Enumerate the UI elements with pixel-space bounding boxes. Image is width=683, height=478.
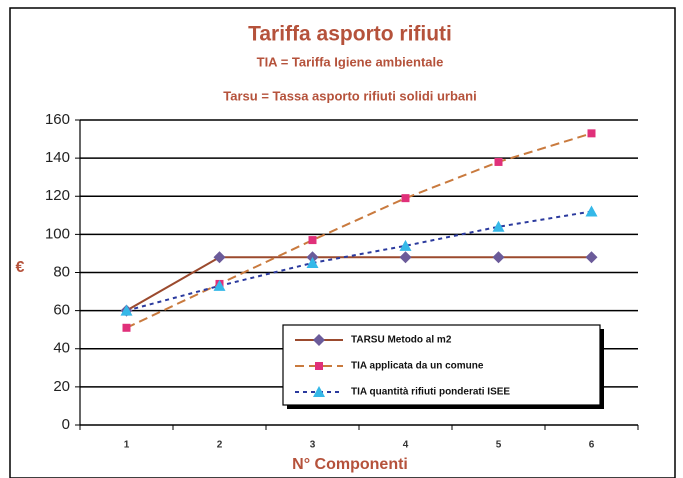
marker [399, 239, 412, 251]
y-tick-label: 140 [45, 149, 70, 166]
marker [399, 251, 412, 264]
chart-title: Tariffa asporto rifiuti [248, 23, 452, 46]
marker [315, 362, 323, 370]
y-axis-label: € [16, 259, 25, 276]
x-tick-label: 2 [217, 440, 223, 451]
x-tick-label: 1 [124, 440, 130, 451]
series-line [126, 132, 592, 329]
y-tick-label: 60 [53, 302, 70, 319]
y-tick-label: 0 [62, 416, 70, 433]
marker [587, 129, 596, 138]
y-tick-label: 160 [45, 111, 70, 128]
x-tick-label: 6 [589, 440, 595, 451]
marker [313, 334, 325, 346]
x-tick-label: 5 [496, 440, 502, 451]
legend-label: TIA quantità rifiuti ponderati ISEE [351, 387, 510, 398]
marker [313, 386, 325, 397]
x-axis-label: N° Componenti [292, 456, 408, 473]
y-tick-label: 40 [53, 340, 70, 357]
marker [401, 194, 410, 203]
marker [213, 251, 226, 264]
y-tick-label: 20 [53, 378, 70, 395]
chart-subtitle: TIA = Tariffa Igiene ambientale [257, 54, 444, 69]
marker [585, 205, 598, 217]
x-tick-label: 4 [403, 440, 409, 451]
marker [306, 256, 319, 268]
marker [120, 304, 133, 316]
x-tick-label: 3 [310, 440, 316, 451]
marker [585, 251, 598, 264]
y-tick-label: 120 [45, 187, 70, 204]
marker [122, 323, 131, 332]
marker [213, 279, 226, 291]
series-line [126, 256, 592, 312]
marker [494, 157, 503, 166]
marker [492, 251, 505, 264]
chart-subtitle: Tarsu = Tassa asporto rifiuti solidi urb… [223, 88, 476, 103]
legend-label: TARSU Metodo al m2 [351, 335, 452, 346]
y-tick-label: 100 [45, 225, 70, 242]
marker [308, 236, 317, 245]
marker [492, 220, 505, 232]
y-tick-label: 80 [53, 263, 70, 280]
series-line [126, 210, 592, 312]
legend-label: TIA applicata da un comune [351, 361, 484, 372]
